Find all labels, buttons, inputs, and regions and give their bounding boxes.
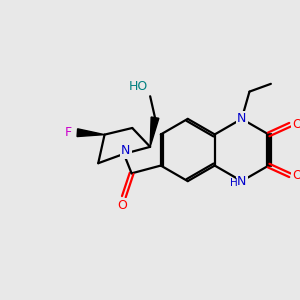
- Text: H: H: [230, 178, 238, 188]
- Text: HO: HO: [129, 80, 148, 93]
- Text: O: O: [292, 118, 300, 131]
- Polygon shape: [150, 117, 159, 147]
- Text: N: N: [237, 112, 246, 125]
- Text: O: O: [292, 169, 300, 182]
- Text: N: N: [237, 175, 246, 188]
- Text: O: O: [117, 199, 127, 212]
- Polygon shape: [77, 129, 105, 136]
- Text: F: F: [65, 126, 72, 139]
- Text: N: N: [121, 145, 130, 158]
